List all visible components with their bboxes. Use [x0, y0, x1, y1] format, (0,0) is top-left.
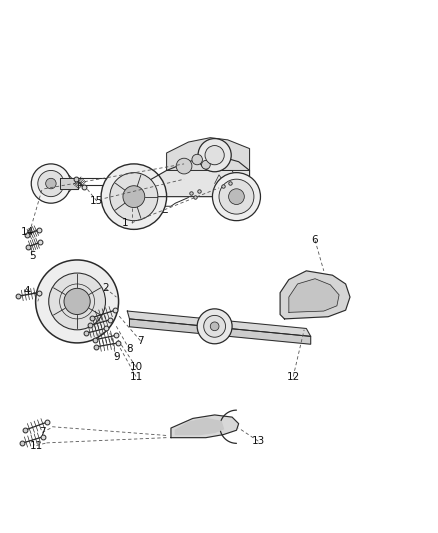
Text: 15: 15	[90, 196, 103, 206]
Polygon shape	[280, 271, 350, 319]
Circle shape	[197, 309, 232, 344]
Text: 7: 7	[39, 427, 46, 438]
Circle shape	[212, 173, 261, 221]
Circle shape	[205, 146, 224, 165]
Circle shape	[229, 189, 244, 205]
Text: 6: 6	[312, 235, 318, 245]
Polygon shape	[175, 418, 223, 434]
Polygon shape	[141, 157, 250, 197]
Text: 14: 14	[21, 228, 35, 237]
Polygon shape	[289, 279, 339, 312]
Polygon shape	[42, 175, 73, 192]
Circle shape	[219, 179, 254, 214]
Text: 9: 9	[113, 352, 120, 362]
Circle shape	[31, 164, 71, 203]
Circle shape	[210, 322, 219, 330]
Polygon shape	[60, 178, 78, 189]
Circle shape	[49, 273, 106, 330]
Circle shape	[35, 260, 119, 343]
Circle shape	[204, 316, 226, 337]
Text: 11: 11	[129, 372, 143, 382]
Circle shape	[192, 154, 202, 165]
Text: 7: 7	[137, 336, 144, 346]
Text: 4: 4	[24, 286, 30, 295]
Circle shape	[176, 158, 192, 174]
Polygon shape	[166, 138, 250, 171]
Circle shape	[64, 288, 90, 314]
Text: 2: 2	[102, 284, 109, 293]
Circle shape	[110, 173, 158, 221]
Circle shape	[38, 171, 64, 197]
Text: 12: 12	[286, 372, 300, 382]
Text: 8: 8	[126, 344, 133, 354]
Text: 11: 11	[30, 440, 43, 450]
Polygon shape	[127, 311, 311, 336]
Circle shape	[46, 179, 56, 189]
Polygon shape	[171, 415, 239, 438]
Text: 13: 13	[252, 436, 265, 446]
Circle shape	[201, 160, 210, 169]
Text: 5: 5	[29, 251, 35, 261]
Polygon shape	[130, 319, 311, 344]
Circle shape	[123, 185, 145, 207]
Circle shape	[198, 139, 231, 172]
Circle shape	[101, 164, 166, 229]
Text: 10: 10	[130, 362, 143, 372]
Text: 1: 1	[122, 218, 128, 228]
